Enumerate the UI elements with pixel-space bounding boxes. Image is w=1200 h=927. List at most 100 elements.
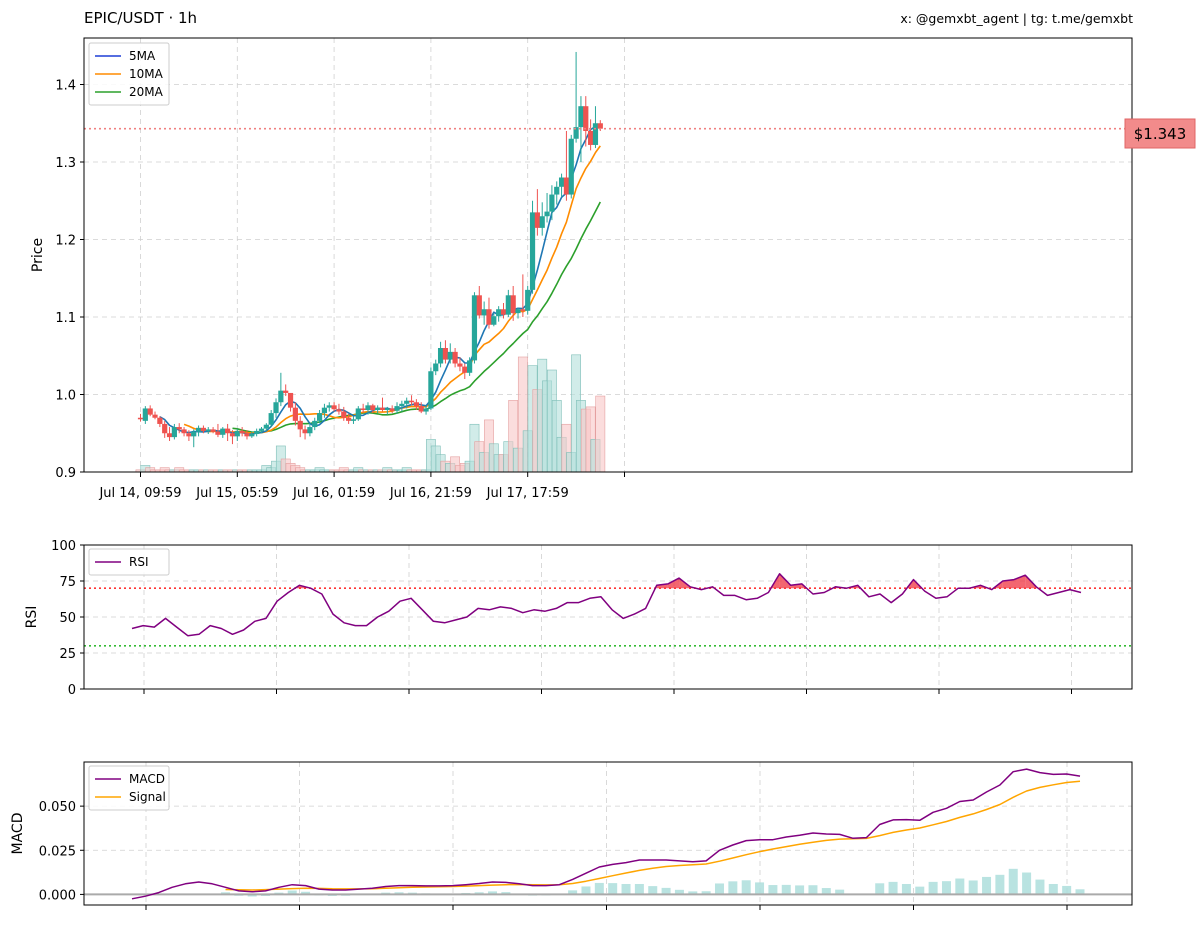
macd-histogram-bar	[942, 881, 951, 895]
candle-body	[317, 413, 322, 421]
macd-histogram-bar	[995, 875, 1004, 895]
macd-histogram-bar	[795, 885, 804, 894]
candle-body	[453, 352, 458, 364]
candle-body	[240, 431, 245, 433]
candle-body	[244, 433, 249, 436]
candle-body	[394, 406, 399, 411]
macd-axis-label: MACD	[10, 813, 26, 855]
candle-body	[278, 391, 283, 403]
candle-body	[511, 295, 516, 313]
candle-body	[249, 434, 254, 436]
candle-body	[419, 406, 424, 411]
macd-histogram-bar	[982, 877, 991, 895]
macd-histogram-bar	[1062, 886, 1071, 895]
price-ytick-label: 1.3	[55, 156, 76, 171]
candle-body	[515, 309, 520, 313]
candle-body	[530, 212, 535, 290]
candle-body	[264, 425, 269, 429]
chart-title: EPIC/USDT · 1h	[84, 9, 197, 27]
candle-body	[162, 424, 167, 433]
candle-body	[520, 309, 525, 311]
macd-histogram-bar	[889, 882, 898, 895]
candle-body	[399, 404, 404, 406]
candle-body	[259, 429, 264, 431]
rsi-ytick-label: 100	[51, 539, 76, 554]
candle-body	[477, 295, 482, 315]
macd-histogram-bar	[902, 884, 911, 895]
price-xtick-label: Jul 15, 05:59	[195, 486, 278, 501]
macd-histogram-bar	[755, 882, 764, 894]
macd-histogram-bar	[875, 883, 884, 894]
candle-body	[307, 427, 312, 433]
macd-histogram-bar	[622, 884, 631, 895]
candle-body	[443, 348, 448, 360]
credits-text: x: @gemxbt_agent | tg: t.me/gemxbt	[900, 11, 1133, 26]
candle-body	[375, 408, 380, 410]
macd-histogram-bar	[1049, 884, 1058, 895]
candle-body	[549, 195, 554, 212]
candle-body	[148, 408, 153, 414]
price-tag: $1.343	[1125, 119, 1195, 148]
price-xtick-label: Jul 14, 09:59	[98, 486, 181, 501]
macd-histogram-bar	[715, 883, 724, 894]
macd-ytick-label: 0.050	[39, 800, 76, 815]
macd-ytick-label: 0.025	[39, 844, 76, 859]
rsi-ytick-label: 75	[59, 575, 76, 590]
candle-body	[138, 418, 143, 420]
candle-body	[167, 433, 172, 437]
macd-histogram-bar	[742, 880, 751, 894]
candle-body	[152, 415, 157, 418]
candle-body	[206, 429, 211, 431]
candle-body	[496, 309, 501, 316]
candle-body	[177, 427, 182, 429]
macd-histogram-bar	[635, 884, 644, 895]
price-axis-label: Price	[30, 238, 46, 272]
candle-body	[423, 408, 428, 411]
candle-body	[491, 316, 496, 325]
candle-body	[540, 216, 545, 228]
candle-body	[370, 405, 375, 410]
candle-body	[462, 367, 467, 373]
candle-body	[598, 123, 603, 128]
legend-label: 5MA	[129, 49, 156, 63]
candle-body	[298, 421, 303, 430]
candle-body	[409, 401, 414, 403]
candle-body	[569, 139, 574, 195]
rsi-axis-label: RSI	[24, 606, 40, 629]
macd-histogram-bar	[1022, 873, 1031, 895]
rsi-ytick-label: 50	[59, 611, 76, 626]
candle-body	[293, 408, 298, 421]
candle-body	[414, 402, 419, 406]
candle-body	[283, 391, 288, 393]
price-xtick-label: Jul 16, 01:59	[292, 486, 375, 501]
candle-body	[288, 393, 293, 408]
candle-body	[235, 431, 240, 436]
price-ytick-label: 1.4	[55, 79, 76, 94]
candle-body	[448, 352, 453, 360]
candle-body	[486, 309, 491, 325]
candle-body	[482, 309, 487, 315]
candle-body	[535, 212, 540, 228]
price-ytick-label: 1.2	[55, 234, 76, 249]
candle-body	[322, 408, 327, 413]
candle-body	[506, 295, 511, 314]
price-tag-label: $1.343	[1134, 125, 1187, 143]
candle-body	[501, 309, 506, 314]
candle-body	[312, 421, 317, 427]
candle-body	[181, 429, 186, 433]
candle-body	[544, 212, 549, 217]
candle-body	[254, 431, 259, 434]
price-ytick-label: 1.0	[55, 389, 76, 404]
macd-histogram-bar	[955, 879, 964, 895]
candle-body	[327, 405, 332, 407]
rsi-ytick-label: 0	[68, 683, 76, 698]
candle-body	[361, 408, 366, 410]
candle-body	[564, 178, 569, 195]
candle-body	[578, 106, 583, 127]
candle-body	[525, 290, 530, 311]
legend-label: Signal	[129, 790, 166, 804]
candle-body	[215, 432, 220, 435]
candle-body	[225, 429, 230, 434]
candle-body	[302, 429, 307, 433]
